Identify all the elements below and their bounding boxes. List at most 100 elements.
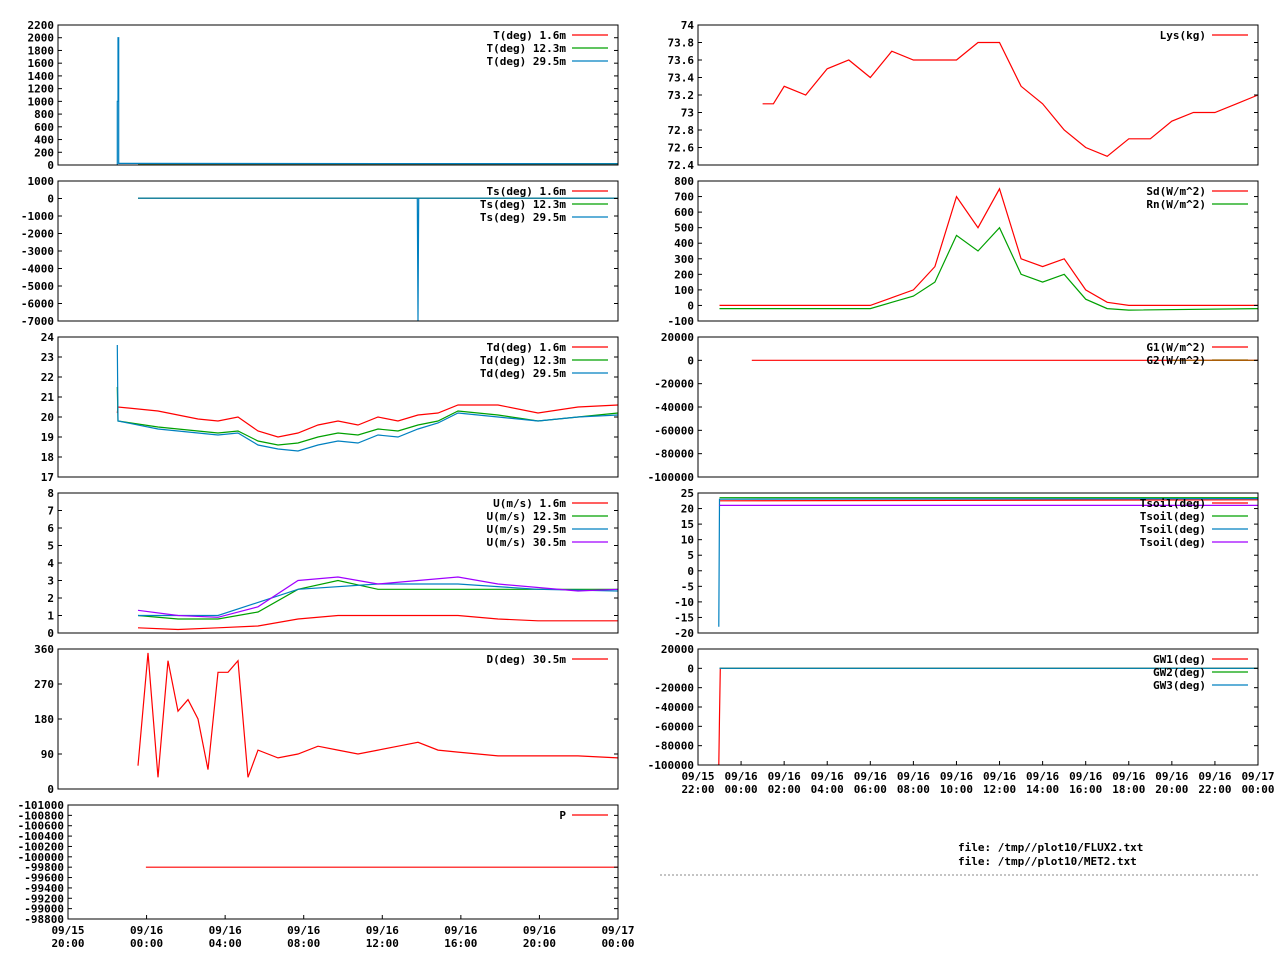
y-tick-label: 500 bbox=[674, 222, 694, 235]
legend-label: Tsoil(deg) bbox=[1140, 536, 1206, 549]
y-tick-label: 4 bbox=[47, 557, 54, 570]
legend-label: Ts(deg) 12.3m bbox=[480, 198, 566, 211]
plot-frame bbox=[697, 180, 1259, 322]
y-tick-label: -60000 bbox=[654, 424, 694, 437]
x-tick-label: 00:00 bbox=[130, 937, 163, 950]
y-tick-label: 100 bbox=[674, 284, 694, 297]
y-tick-label: 72.6 bbox=[668, 142, 695, 155]
legend-label: GW2(deg) bbox=[1153, 666, 1206, 679]
x-tick-label: 09/17 bbox=[601, 924, 634, 937]
series-line bbox=[719, 499, 1259, 502]
y-tick-label: 270 bbox=[34, 678, 54, 691]
y-tick-label: 8 bbox=[47, 487, 54, 500]
y-tick-label: 25 bbox=[681, 487, 694, 500]
y-tick-label: 5 bbox=[47, 540, 54, 553]
legend-label: GW3(deg) bbox=[1153, 679, 1206, 692]
y-tick-label: 73.4 bbox=[668, 72, 695, 85]
x-tick-label: 09/17 bbox=[1241, 770, 1274, 783]
legend-label: T(deg) 12.3m bbox=[487, 42, 567, 55]
y-tick-label: 20 bbox=[41, 411, 54, 424]
y-tick-label: -100000 bbox=[648, 759, 694, 772]
y-tick-label: -100400 bbox=[18, 830, 64, 843]
x-tick-label: 09/16 bbox=[1112, 770, 1145, 783]
y-tick-label: 0 bbox=[47, 193, 54, 206]
y-tick-label: 10 bbox=[681, 534, 694, 547]
y-tick-label: -100 bbox=[668, 315, 695, 328]
chart-panel: 20000 0 -20000 -40000 -60000 -80000 -100000 G1(… bbox=[648, 331, 1259, 484]
y-tick-label: 24 bbox=[41, 331, 55, 344]
y-tick-label: -100200 bbox=[18, 840, 64, 853]
y-tick-label: 74 bbox=[681, 19, 695, 32]
plot-frame bbox=[57, 336, 619, 478]
legend-label: Lys(kg) bbox=[1160, 29, 1206, 42]
x-tick-label: 04:00 bbox=[811, 783, 844, 796]
series-line bbox=[137, 576, 619, 618]
x-tick-label: 16:00 bbox=[1069, 783, 1102, 796]
y-tick-label: 1 bbox=[47, 610, 54, 623]
x-tick-label: 09/16 bbox=[940, 770, 973, 783]
y-tick-label: 180 bbox=[34, 713, 54, 726]
y-tick-label: 0 bbox=[687, 662, 694, 675]
x-tick-label: 22:00 bbox=[681, 783, 714, 796]
y-tick-label: -6000 bbox=[21, 298, 54, 311]
y-tick-label: 600 bbox=[34, 121, 54, 134]
y-tick-label: 400 bbox=[674, 237, 694, 250]
x-tick-label: 08:00 bbox=[897, 783, 930, 796]
legend-label: GW1(deg) bbox=[1153, 653, 1206, 666]
y-tick-label: -60000 bbox=[654, 720, 694, 733]
chart-panel: 360 270 180 90 0 D(deg) 30.5m bbox=[34, 643, 619, 796]
legend-label: Tsoil(deg) bbox=[1140, 523, 1206, 536]
y-tick-label: 5 bbox=[687, 549, 694, 562]
y-tick-label: 20 bbox=[681, 503, 694, 516]
y-tick-label: 1800 bbox=[28, 44, 55, 57]
y-tick-label: -100000 bbox=[648, 471, 694, 484]
y-tick-label: -99800 bbox=[24, 861, 64, 874]
legend-label: Tsoil(deg) bbox=[1140, 510, 1206, 523]
x-tick-label: 09/16 bbox=[897, 770, 930, 783]
y-tick-label: 360 bbox=[34, 643, 54, 656]
y-tick-label: 1000 bbox=[28, 175, 55, 188]
y-tick-label: 0 bbox=[687, 354, 694, 367]
y-tick-label: 18 bbox=[41, 451, 54, 464]
y-tick-label: -20000 bbox=[654, 682, 694, 695]
file-label-met: file: /tmp//plot10/MET2.txt bbox=[958, 855, 1137, 868]
y-tick-label: 0 bbox=[687, 565, 694, 578]
x-tick-label: 09/16 bbox=[1198, 770, 1231, 783]
x-tick-label: 04:00 bbox=[209, 937, 242, 950]
y-tick-label: -80000 bbox=[654, 740, 694, 753]
y-tick-label: 700 bbox=[674, 191, 694, 204]
x-tick-label: 09/16 bbox=[366, 924, 399, 937]
chart-panel: 800 700 600 500 400 300 200 100 0 -100 Sd(W/m^2)Rn… bbox=[668, 175, 1259, 328]
plot-frame bbox=[57, 24, 619, 166]
y-tick-label: -40000 bbox=[654, 401, 694, 414]
legend-label: T(deg) 29.5m bbox=[487, 55, 567, 68]
y-tick-label: -10 bbox=[674, 596, 694, 609]
chart-panel: 2520151050-5-10-15-20Tsoil(deg)Tsoil(deg… bbox=[674, 487, 1259, 640]
y-tick-label: 22 bbox=[41, 371, 54, 384]
series-line bbox=[137, 579, 618, 620]
y-tick-label: 19 bbox=[41, 431, 54, 444]
y-tick-label: 1600 bbox=[28, 57, 55, 70]
x-tick-label: 09/16 bbox=[768, 770, 801, 783]
plot-frame bbox=[67, 804, 619, 920]
legend-label: Rn(W/m^2) bbox=[1146, 198, 1206, 211]
chart-panel: 1000 0 -1000 -2000 -3000 -4000 -5000 -6000 -7000… bbox=[21, 175, 619, 328]
series-line bbox=[718, 498, 1259, 627]
y-tick-label: 2 bbox=[47, 592, 54, 605]
series-line bbox=[719, 187, 1258, 306]
legend-label: Td(deg) 1.6m bbox=[487, 341, 567, 354]
x-tick-label: 20:00 bbox=[51, 937, 84, 950]
x-tick-label: 09/16 bbox=[444, 924, 477, 937]
y-tick-label: 200 bbox=[34, 146, 54, 159]
y-tick-label: -99600 bbox=[24, 872, 64, 885]
y-tick-label: 17 bbox=[41, 471, 54, 484]
y-tick-label: -4000 bbox=[21, 263, 54, 276]
series-line bbox=[719, 226, 1259, 311]
series-line bbox=[116, 386, 619, 446]
y-tick-label: 73 bbox=[681, 107, 694, 120]
y-tick-label: 72.8 bbox=[668, 124, 695, 137]
legend-label: U(m/s) 29.5m bbox=[487, 523, 567, 536]
y-tick-label: -5000 bbox=[21, 280, 54, 293]
